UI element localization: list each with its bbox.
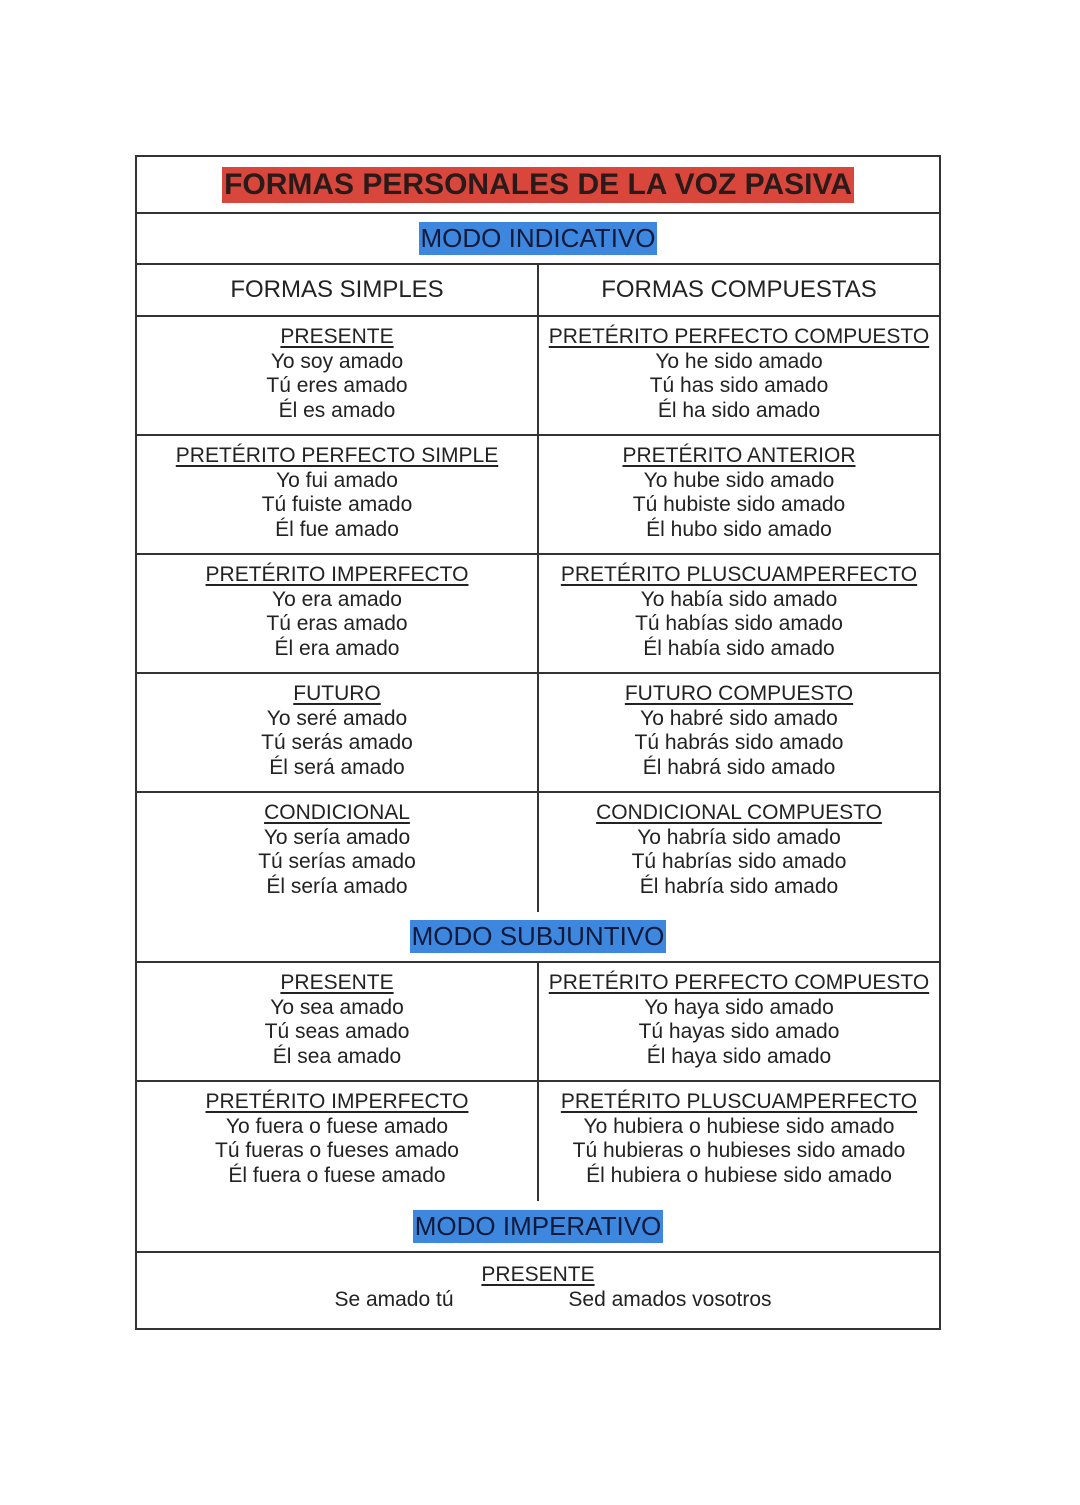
conjugation-line: Tú seas amado <box>264 1020 410 1043</box>
conjugation-line: Él haya sido amado <box>646 1044 832 1068</box>
conjugation-line: Él había sido amado <box>643 636 835 660</box>
tense-label: PRETÉRITO ANTERIOR <box>622 444 856 467</box>
conjugation-line: Yo hubiera o hubiese sido amado <box>583 1114 895 1138</box>
conjugation-line: Tú habías sido amado <box>635 612 843 635</box>
conjugation-line: Tú eres amado <box>266 374 408 397</box>
tense-row: PRESENTE Yo sea amado Tú seas amado Él sea … <box>137 963 939 1082</box>
conjugation-line: Yo haya sido amado <box>644 995 834 1019</box>
conjugation-line: Tú fuiste amado <box>261 493 413 516</box>
conjugation-line: Él habrá sido amado <box>642 755 836 779</box>
conjugation-line: Tú hubiste sido amado <box>632 493 846 516</box>
page-title: FORMAS PERSONALES DE LA VOZ PASIVA <box>222 166 854 203</box>
conjugation-line: Él hubiera o hubiese sido amado <box>586 1163 892 1187</box>
tense-cell: PRETÉRITO PLUSCUAMPERFECTO Yo hubiera o h… <box>537 1082 939 1201</box>
tense-cell: PRETÉRITO IMPERFECTO Yo fuera o fuese ama… <box>137 1082 537 1201</box>
conjugation-line: Él era amado <box>274 636 400 660</box>
conjugation-line: Yo había sido amado <box>640 587 838 611</box>
conjugation-line: Tú serás amado <box>261 731 413 754</box>
header-formas-simples: FORMAS SIMPLES <box>230 275 444 303</box>
tense-label: FUTURO <box>293 682 381 705</box>
tense-label: CONDICIONAL <box>264 801 410 824</box>
conjugation-line: Tú hubieras o hubieses sido amado <box>572 1139 906 1162</box>
conjugation-line: Tú serías amado <box>258 850 416 873</box>
tense-row: PRETÉRITO IMPERFECTO Yo era amado Tú eras … <box>137 555 939 674</box>
conjugation-line: Yo habré sido amado <box>640 706 838 730</box>
conjugation-line: Tú habrás sido amado <box>634 731 844 754</box>
tense-cell: PRETÉRITO IMPERFECTO Yo era amado Tú eras … <box>137 555 537 672</box>
conjugation-line: Él habría sido amado <box>639 874 839 898</box>
tense-cell: PRETÉRITO PERFECTO COMPUESTO Yo haya sido… <box>537 963 939 1080</box>
tense-label: PRESENTE <box>280 971 394 994</box>
conjugation-line: Yo soy amado <box>270 349 404 373</box>
modo-indicativo-row: MODO INDICATIVO <box>137 214 939 265</box>
tense-label: PRESENTE <box>481 1263 595 1286</box>
tense-row: PRETÉRITO PERFECTO SIMPLE Yo fui amado Tú … <box>137 436 939 555</box>
conjugation-line: Yo he sido amado <box>655 349 823 373</box>
conjugation-line: Él ha sido amado <box>657 398 821 422</box>
header-formas-compuestas: FORMAS COMPUESTAS <box>537 265 939 315</box>
conjugation-line: Yo hube sido amado <box>643 468 835 492</box>
modo-imperativo-heading: MODO IMPERATIVO <box>412 1209 664 1243</box>
tense-cell: PRESENTE Yo soy amado Tú eres amado Él es a… <box>137 317 537 434</box>
conjugation-line: Yo era amado <box>272 587 402 611</box>
tense-label: PRETÉRITO PERFECTO COMPUESTO <box>548 971 930 994</box>
modo-indicativo-heading: MODO INDICATIVO <box>418 222 658 255</box>
conjugation-table: FORMAS PERSONALES DE LA VOZ PASIVA MODO … <box>135 155 941 1330</box>
tense-cell: FUTURO COMPUESTO Yo habré sido amado Tú ha… <box>537 674 939 791</box>
tense-cell: PRETÉRITO PLUSCUAMPERFECTO Yo había sido … <box>537 555 939 672</box>
title-row: FORMAS PERSONALES DE LA VOZ PASIVA <box>137 157 939 214</box>
conjugation-line: Yo fuera o fuese amado <box>225 1114 449 1138</box>
conjugation-line: Yo sea amado <box>270 995 404 1019</box>
conjugation-line: Tú fueras o fueses amado <box>215 1139 459 1162</box>
tense-cell: PRETÉRITO PERFECTO COMPUESTO Yo he sido a… <box>537 317 939 434</box>
conjugation-line: Yo sería amado <box>263 825 411 849</box>
tense-row: FUTURO Yo seré amado Tú serás amado Él será… <box>137 674 939 793</box>
imperativo-row: PRESENTE Se amado tú Sed amados vosotros <box>137 1253 939 1328</box>
conjugation-line: Él será amado <box>269 755 405 779</box>
tense-label: PRETÉRITO PERFECTO COMPUESTO <box>548 325 930 348</box>
tense-cell: PRETÉRITO PERFECTO SIMPLE Yo fui amado Tú … <box>137 436 537 553</box>
conjugation-line: Tú has sido amado <box>649 374 829 397</box>
tense-cell: FUTURO Yo seré amado Tú serás amado Él será… <box>137 674 537 791</box>
conjugation-line: Yo seré amado <box>266 706 408 730</box>
tense-label: PRETÉRITO IMPERFECTO <box>205 563 469 586</box>
tense-cell: CONDICIONAL COMPUESTO Yo habría sido amad… <box>537 793 939 912</box>
conjugation-line: Él sería amado <box>266 874 408 898</box>
tense-label: CONDICIONAL COMPUESTO <box>596 801 882 824</box>
tense-label: PRESENTE <box>280 325 394 348</box>
column-headers: FORMAS SIMPLES FORMAS COMPUESTAS <box>137 265 939 317</box>
tense-label: PRETÉRITO IMPERFECTO <box>205 1090 469 1113</box>
conjugation-line: Él fuera o fuese amado <box>228 1163 446 1187</box>
modo-subjuntivo-row: MODO SUBJUNTIVO <box>137 912 939 963</box>
tense-label: PRETÉRITO PLUSCUAMPERFECTO <box>560 563 918 586</box>
conjugation-line: Yo habría sido amado <box>637 825 841 849</box>
tense-row: CONDICIONAL Yo sería amado Tú serías amado… <box>137 793 939 912</box>
tense-label: FUTURO COMPUESTO <box>624 682 854 705</box>
tense-cell: PRETÉRITO ANTERIOR Yo hube sido amado Tú h… <box>537 436 939 553</box>
conjugation-line: Tú hayas sido amado <box>638 1020 840 1043</box>
conjugation-line: Él sea amado <box>272 1044 402 1068</box>
conjugation-line: Él fue amado <box>275 517 399 541</box>
modo-subjuntivo-heading: MODO SUBJUNTIVO <box>409 920 667 953</box>
tense-label: PRETÉRITO PERFECTO SIMPLE <box>175 444 499 467</box>
tense-label: PRETÉRITO PLUSCUAMPERFECTO <box>560 1090 918 1113</box>
conjugation-line: Tú eras amado <box>266 612 408 635</box>
imperativo-form: Se amado tú <box>334 1287 454 1311</box>
tense-row: PRETÉRITO IMPERFECTO Yo fuera o fuese ama… <box>137 1082 939 1201</box>
conjugation-line: Él hubo sido amado <box>646 517 832 541</box>
imperativo-form: Sed amados vosotros <box>568 1287 772 1311</box>
conjugation-line: Yo fui amado <box>276 468 398 492</box>
tense-cell: PRESENTE Yo sea amado Tú seas amado Él sea … <box>137 963 537 1080</box>
conjugation-line: Tú habrías sido amado <box>631 850 847 873</box>
tense-cell: CONDICIONAL Yo sería amado Tú serías amado… <box>137 793 537 912</box>
modo-imperativo-row: MODO IMPERATIVO <box>137 1201 939 1253</box>
conjugation-line: Él es amado <box>278 398 396 422</box>
tense-row: PRESENTE Yo soy amado Tú eres amado Él es a… <box>137 317 939 436</box>
